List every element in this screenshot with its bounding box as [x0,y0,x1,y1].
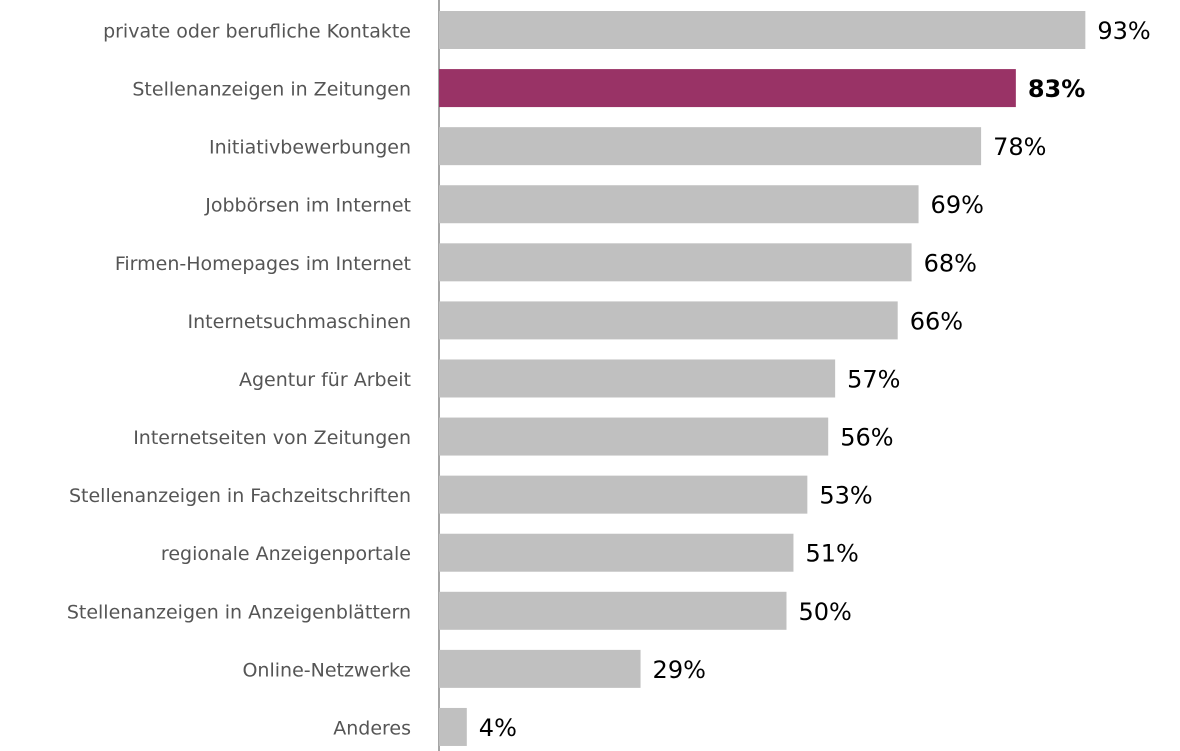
category-label: regionale Anzeigenportale [161,543,411,565]
category-label: Internetsuchmaschinen [188,311,411,333]
category-label: Internetseiten von Zeitungen [133,427,411,449]
value-label: 56% [840,424,893,452]
bar [439,69,1016,108]
bar [439,243,912,282]
value-label: 50% [799,598,852,626]
category-label: Firmen-Homepages im Internet [115,253,411,275]
bar [439,533,794,572]
bar [439,359,836,398]
value-label: 57% [847,365,900,393]
category-label: Stellenanzeigen in Fachzeitschriften [69,485,411,507]
bar [439,591,787,630]
bar [439,11,1086,49]
value-label: 68% [924,249,977,277]
value-label: 53% [819,482,872,510]
category-label: Initiativbewerbungen [209,137,411,159]
category-label: Stellenanzeigen in Anzeigenblättern [67,601,411,623]
category-label: Jobbörsen im Internet [204,195,411,217]
bar [439,649,641,688]
value-label: 51% [805,540,858,568]
value-label: 69% [931,191,984,219]
bar [439,301,898,340]
value-label: 4% [479,714,517,742]
value-label: 29% [653,656,706,684]
bar [439,127,982,166]
category-label: private oder berufliche Kontakte [103,21,411,43]
value-label: 78% [993,133,1046,161]
bar [439,185,919,224]
bar [439,417,829,456]
bar [439,707,467,746]
value-label: 66% [910,307,963,335]
value-label: 93% [1097,17,1150,45]
category-label: Agentur für Arbeit [239,369,411,391]
value-label: 83% [1028,75,1085,103]
bar [439,475,808,514]
category-label: Stellenanzeigen in Zeitungen [132,79,411,101]
category-label: Anderes [333,717,411,739]
category-label: Online-Netzwerke [242,659,411,681]
